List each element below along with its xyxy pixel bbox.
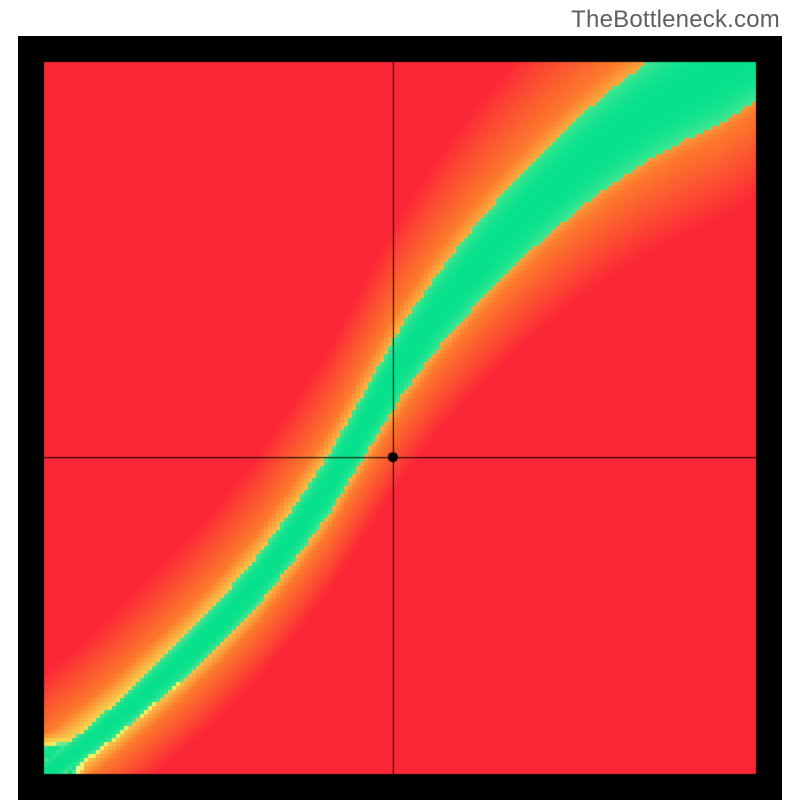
chart-frame xyxy=(18,36,782,800)
bottleneck-heatmap xyxy=(18,36,782,800)
watermark-text: TheBottleneck.com xyxy=(571,6,780,34)
